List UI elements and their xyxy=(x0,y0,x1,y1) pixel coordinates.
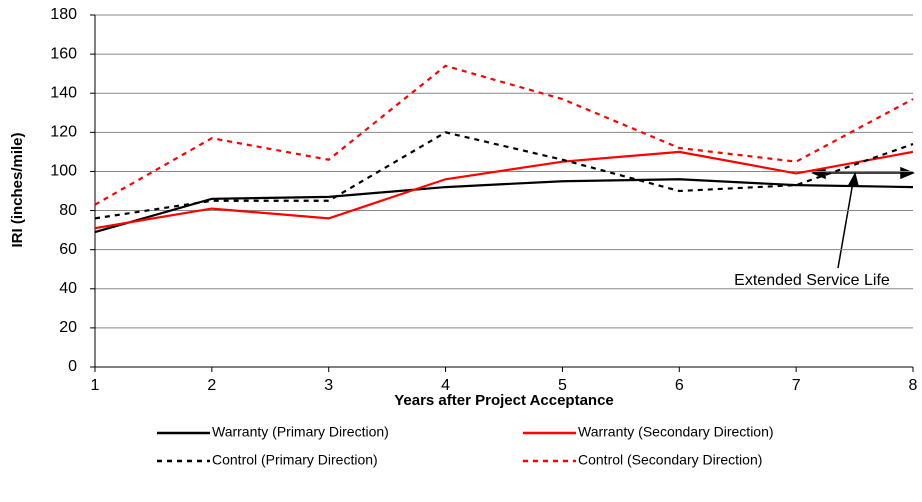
y-tick-label: 80 xyxy=(59,202,77,219)
legend-label: Warranty (Primary Direction) xyxy=(212,424,389,440)
y-tick-label: 20 xyxy=(59,319,77,336)
series-line xyxy=(94,178,914,234)
x-axis-label: Years after Project Acceptance xyxy=(394,392,614,409)
legend-label: Warranty (Secondary Direction) xyxy=(578,424,774,440)
series-line xyxy=(94,64,914,206)
y-axis-label: IRI (inches/mile) xyxy=(9,132,26,247)
y-tick-label: 0 xyxy=(68,358,77,375)
x-tick-label: 3 xyxy=(324,377,333,394)
y-tick-label: 100 xyxy=(50,163,77,180)
series-line xyxy=(94,150,914,230)
y-tick-label: 60 xyxy=(59,241,77,258)
x-tick-label: 2 xyxy=(207,377,216,394)
arrow-head xyxy=(847,171,859,187)
pointer-arrow xyxy=(837,181,854,269)
x-tick-label: 5 xyxy=(558,377,567,394)
y-tick-label: 180 xyxy=(50,6,77,23)
annotation-arrows xyxy=(811,166,915,269)
y-tick-label: 140 xyxy=(50,84,77,101)
annotation: Extended Service Life xyxy=(734,272,890,289)
x-tick-label: 4 xyxy=(441,377,450,394)
x-tick-label: 7 xyxy=(792,377,801,394)
x-tick-label: 8 xyxy=(909,377,918,394)
x-tick-label: 1 xyxy=(91,377,100,394)
legend-label: Control (Primary Direction) xyxy=(212,452,378,468)
y-tick-label: 120 xyxy=(50,124,77,141)
arrow-head xyxy=(811,166,826,180)
y-tick-label: 40 xyxy=(59,280,77,297)
y-tick-label: 160 xyxy=(50,45,77,62)
x-tick-label: 6 xyxy=(675,377,684,394)
arrow-head xyxy=(900,166,915,180)
series-line xyxy=(94,131,914,220)
legend-label: Control (Secondary Direction) xyxy=(578,452,762,468)
